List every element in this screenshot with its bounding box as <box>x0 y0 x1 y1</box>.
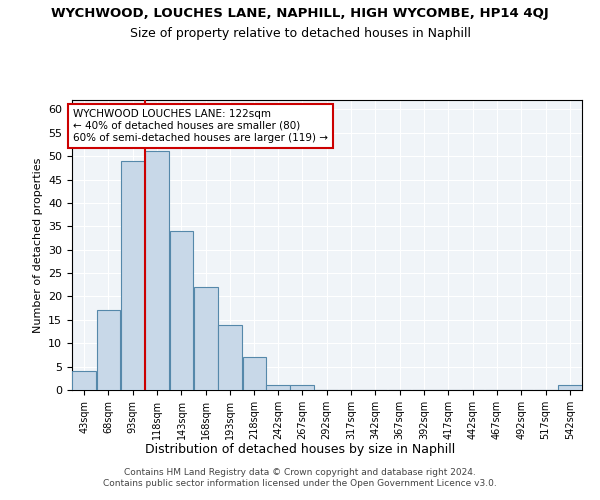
Bar <box>170 231 193 390</box>
Bar <box>218 324 242 390</box>
Y-axis label: Number of detached properties: Number of detached properties <box>32 158 43 332</box>
Bar <box>145 152 169 390</box>
Bar <box>266 386 290 390</box>
Text: WYCHWOOD, LOUCHES LANE, NAPHILL, HIGH WYCOMBE, HP14 4QJ: WYCHWOOD, LOUCHES LANE, NAPHILL, HIGH WY… <box>51 8 549 20</box>
Bar <box>243 358 266 390</box>
Text: WYCHWOOD LOUCHES LANE: 122sqm
← 40% of detached houses are smaller (80)
60% of s: WYCHWOOD LOUCHES LANE: 122sqm ← 40% of d… <box>73 110 328 142</box>
Bar <box>194 287 218 390</box>
Text: Size of property relative to detached houses in Naphill: Size of property relative to detached ho… <box>130 28 470 40</box>
Text: Distribution of detached houses by size in Naphill: Distribution of detached houses by size … <box>145 442 455 456</box>
Text: Contains HM Land Registry data © Crown copyright and database right 2024.
Contai: Contains HM Land Registry data © Crown c… <box>103 468 497 487</box>
Bar <box>558 386 581 390</box>
Bar <box>97 310 120 390</box>
Bar <box>290 386 314 390</box>
Bar <box>121 161 145 390</box>
Bar <box>73 372 96 390</box>
